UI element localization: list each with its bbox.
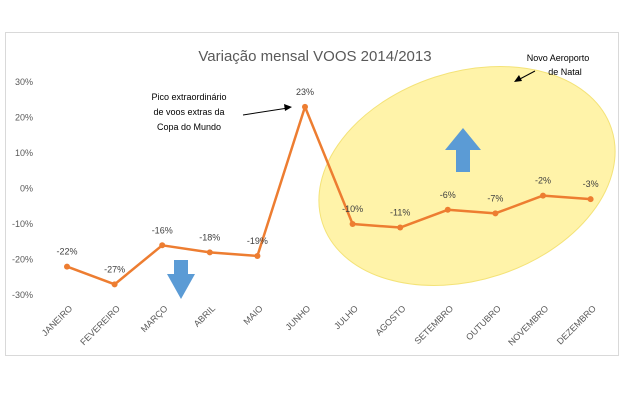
new-airport-highlight xyxy=(318,66,616,286)
series-line xyxy=(66,105,591,286)
data-point xyxy=(444,206,451,213)
x-tick-label: MAIO xyxy=(241,303,264,326)
y-tick-label: -20% xyxy=(12,255,33,265)
peak-arrow xyxy=(242,104,292,116)
x-axis: JANEIRO FEVEREIRO MARÇO ABRIL MAIO JUNHO JULHO… xyxy=(40,303,598,347)
data-label: -7% xyxy=(487,193,503,203)
data-point xyxy=(111,281,118,288)
x-tick-label: FEVEREIRO xyxy=(78,303,122,347)
peak-note-line: de voos extras da xyxy=(153,107,224,117)
data-points xyxy=(64,103,594,288)
x-tick-label: MARÇO xyxy=(139,303,170,334)
x-tick-label: JANEIRO xyxy=(40,303,75,338)
chart-title: Variação mensal VOOS 2014/2013 xyxy=(198,48,431,65)
y-tick-label: -10% xyxy=(12,219,33,229)
x-tick-label: JUNHO xyxy=(283,303,312,332)
data-point xyxy=(587,196,594,203)
data-label: -22% xyxy=(56,247,77,257)
data-point xyxy=(349,221,356,227)
data-label: -18% xyxy=(199,232,220,242)
data-label: -27% xyxy=(104,264,125,274)
data-label: -10% xyxy=(342,204,363,214)
y-tick-label: 20% xyxy=(15,113,33,123)
x-tick-label: JULHO xyxy=(332,303,360,331)
data-label: -16% xyxy=(152,225,173,235)
y-tick-label: 10% xyxy=(15,148,33,158)
y-tick-label: 0% xyxy=(20,184,33,194)
peak-note-line: Copa do Mundo xyxy=(157,122,221,132)
data-label: 23% xyxy=(296,87,314,97)
data-point xyxy=(492,210,499,217)
airport-annotation: Novo Aeroporto de Natal xyxy=(527,53,590,77)
peak-note-line: Pico extraordinário xyxy=(151,92,226,102)
airport-note-line: Novo Aeroporto xyxy=(527,53,590,63)
data-point xyxy=(159,242,166,249)
x-tick-label: SETEMBRO xyxy=(412,303,455,346)
data-point xyxy=(64,263,70,270)
x-tick-label: DEZEMBRO xyxy=(555,303,598,346)
data-point xyxy=(302,103,308,110)
data-label: -11% xyxy=(390,208,410,218)
up-arrow-icon xyxy=(445,128,481,172)
data-point xyxy=(397,224,404,231)
y-tick-label: -30% xyxy=(12,290,33,300)
peak-annotation: Pico extraordinário de voos extras da Co… xyxy=(151,92,226,132)
x-tick-label: NOVEMBRO xyxy=(506,303,550,347)
airport-note-line: de Natal xyxy=(548,67,582,77)
data-label: -19% xyxy=(247,236,268,246)
y-tick-label: 30% xyxy=(15,77,33,87)
x-tick-label: ABRIL xyxy=(192,303,217,328)
down-arrow-icon xyxy=(167,260,195,299)
data-labels: -22% -27% -16% -18% -19% 23% -10% -11% -6% -7% -2%… xyxy=(56,87,598,275)
data-point xyxy=(540,192,546,199)
data-label: -6% xyxy=(440,190,456,200)
data-label: -3% xyxy=(583,179,599,189)
data-point xyxy=(206,249,213,256)
data-label: -2% xyxy=(535,176,551,186)
x-tick-label: AGOSTO xyxy=(373,303,407,337)
airport-arrow xyxy=(514,70,536,82)
data-point xyxy=(254,252,261,259)
x-tick-label: OUTUBRO xyxy=(464,303,503,342)
y-axis: 30% 20% 10% 0% -10% -20% -30% xyxy=(12,77,33,300)
